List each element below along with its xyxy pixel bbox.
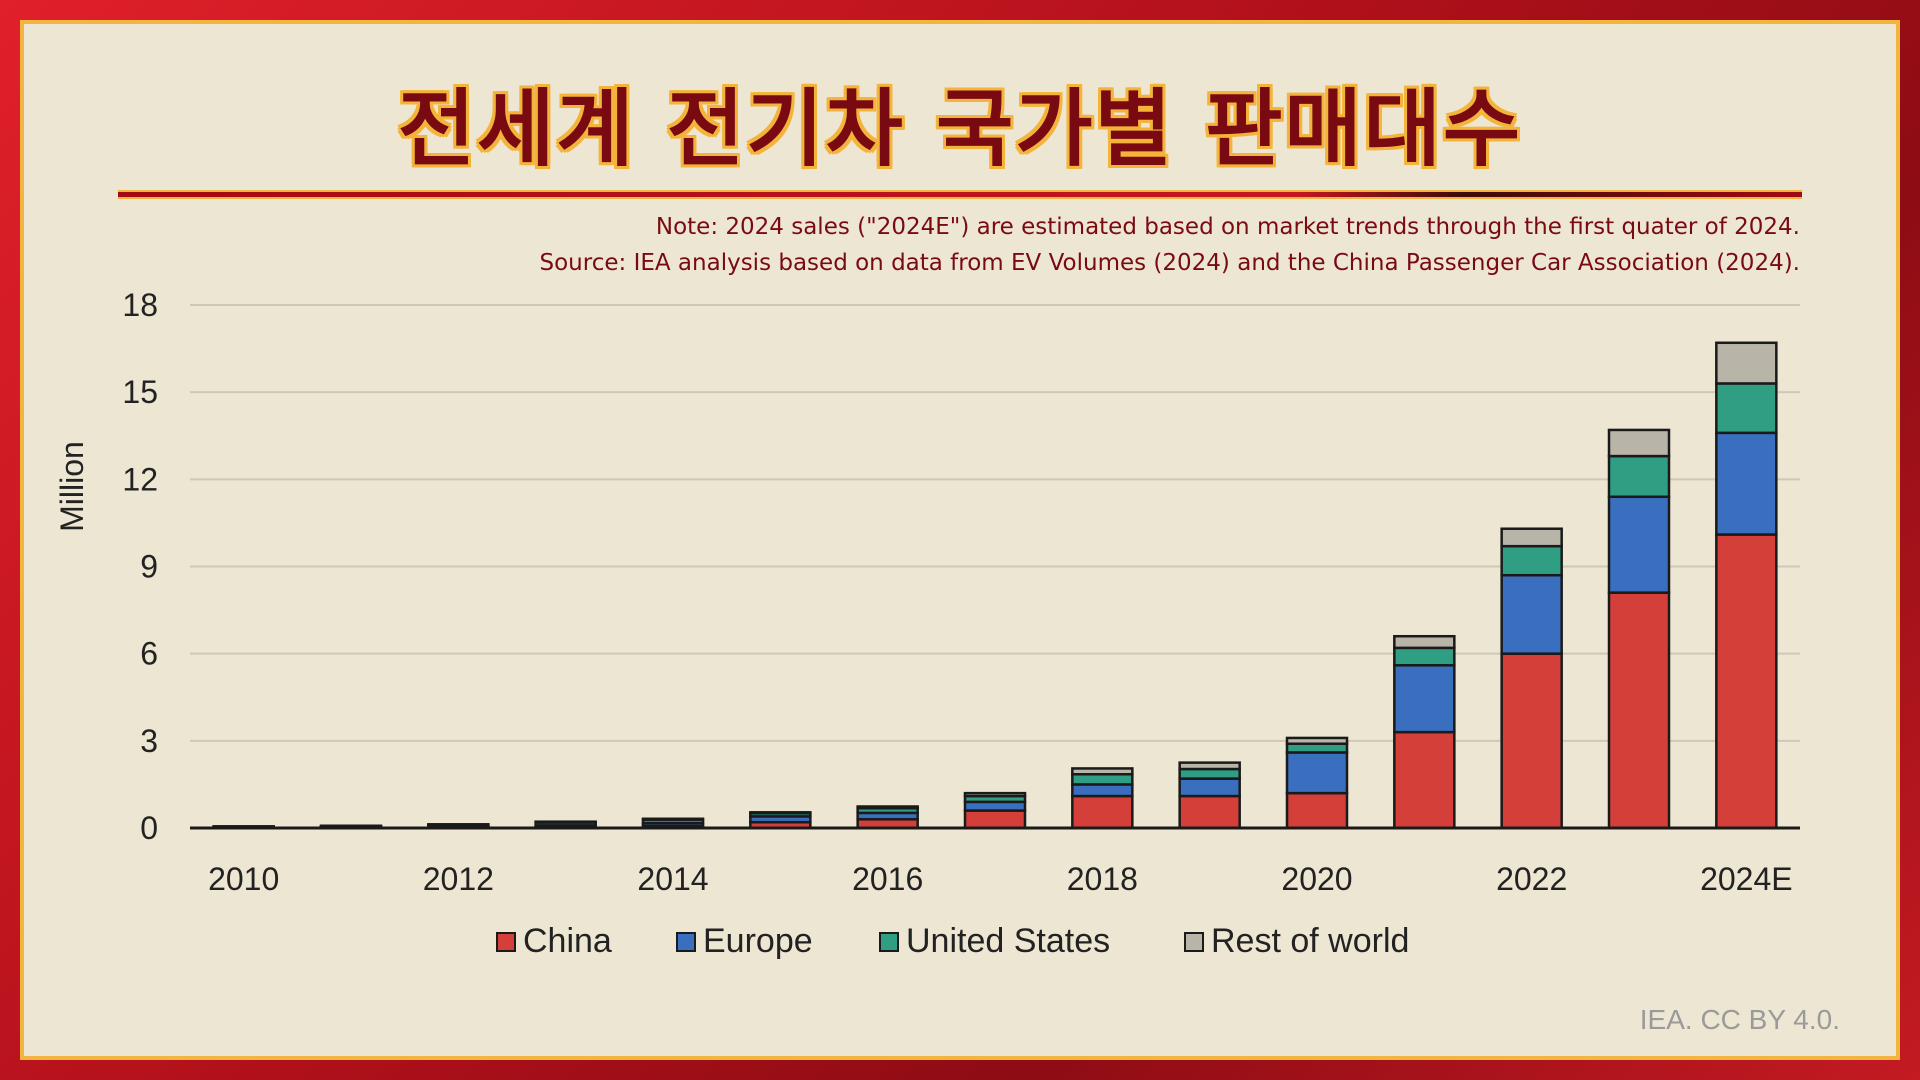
bar-segment	[1285, 736, 1349, 745]
bar-segment	[1715, 382, 1778, 435]
chart-source: Source: IEA analysis based on data from …	[539, 250, 1800, 276]
bar-segment	[1607, 454, 1671, 499]
bar-segment	[963, 809, 1027, 830]
y-tick-label: 0	[140, 810, 158, 846]
bar-segment	[1607, 591, 1671, 830]
legend-label: United States	[906, 922, 1110, 960]
x-tick-label: 2022	[1496, 861, 1567, 897]
bar-segment	[1393, 664, 1456, 734]
bar-segment	[1393, 646, 1456, 667]
page-title: 전세계 전기차 국가별 판매대수	[397, 80, 1523, 178]
bar-segment	[1285, 742, 1349, 754]
title-divider	[118, 190, 1802, 199]
y-tick-label: 6	[140, 636, 158, 672]
legend-swatch	[1184, 932, 1204, 952]
bar-segment	[1285, 791, 1349, 830]
y-tick-label: 9	[140, 549, 158, 585]
x-tick-label: 2024E	[1700, 861, 1793, 897]
x-tick-label: 2020	[1281, 861, 1352, 897]
chart-note: Note: 2024 sales ("2024E") are estimated…	[655, 214, 1800, 240]
bar-segment	[1178, 794, 1241, 830]
bar-segment	[1715, 533, 1778, 830]
bar-segment	[1285, 751, 1349, 795]
bar-segment	[1071, 767, 1134, 776]
bar-segment	[1071, 794, 1134, 830]
legend-swatch	[496, 932, 516, 952]
legend-label: Rest of world	[1211, 922, 1409, 960]
x-tick-label: 2010	[208, 861, 279, 897]
bar-segment	[1393, 634, 1456, 650]
bar-segment	[1393, 730, 1456, 830]
bar-segment	[534, 820, 597, 824]
bar-segment	[1178, 761, 1241, 771]
bar-segment	[963, 791, 1027, 798]
legend-label: China	[523, 922, 612, 960]
bar-segment	[1607, 495, 1671, 594]
bar-segment	[1500, 652, 1563, 830]
bar-segment	[1500, 544, 1563, 577]
bar-segment	[427, 823, 490, 827]
bar-segment	[1071, 772, 1134, 786]
x-tick-label: 2016	[852, 861, 923, 897]
bar-segment	[963, 800, 1027, 812]
legend-label: Europe	[703, 922, 813, 960]
y-tick-label: 15	[122, 374, 158, 410]
license-credit: IEA. CC BY 4.0.	[1639, 1004, 1840, 1035]
x-tick-label: 2014	[637, 861, 708, 897]
legend-swatch	[676, 932, 696, 952]
y-tick-label: 3	[140, 723, 158, 759]
bar-segment	[749, 811, 812, 815]
bar-segment	[319, 824, 383, 828]
bar-segment	[1715, 341, 1778, 385]
bar-segment	[1500, 527, 1563, 548]
y-axis-label: Million	[54, 441, 90, 532]
bar-segment	[1715, 431, 1778, 536]
bar-segment	[641, 817, 705, 821]
y-tick-label: 12	[122, 461, 158, 497]
bar-segment	[1071, 783, 1134, 798]
x-tick-label: 2018	[1067, 861, 1138, 897]
x-tick-label: 2012	[423, 861, 494, 897]
bar-segment	[1500, 573, 1563, 655]
bar-segment	[1178, 777, 1241, 798]
bar-segment	[1178, 767, 1241, 780]
bar-segment	[856, 805, 919, 810]
legend-swatch	[879, 932, 899, 952]
bar-segment	[1607, 428, 1671, 458]
y-tick-label: 18	[122, 287, 158, 323]
